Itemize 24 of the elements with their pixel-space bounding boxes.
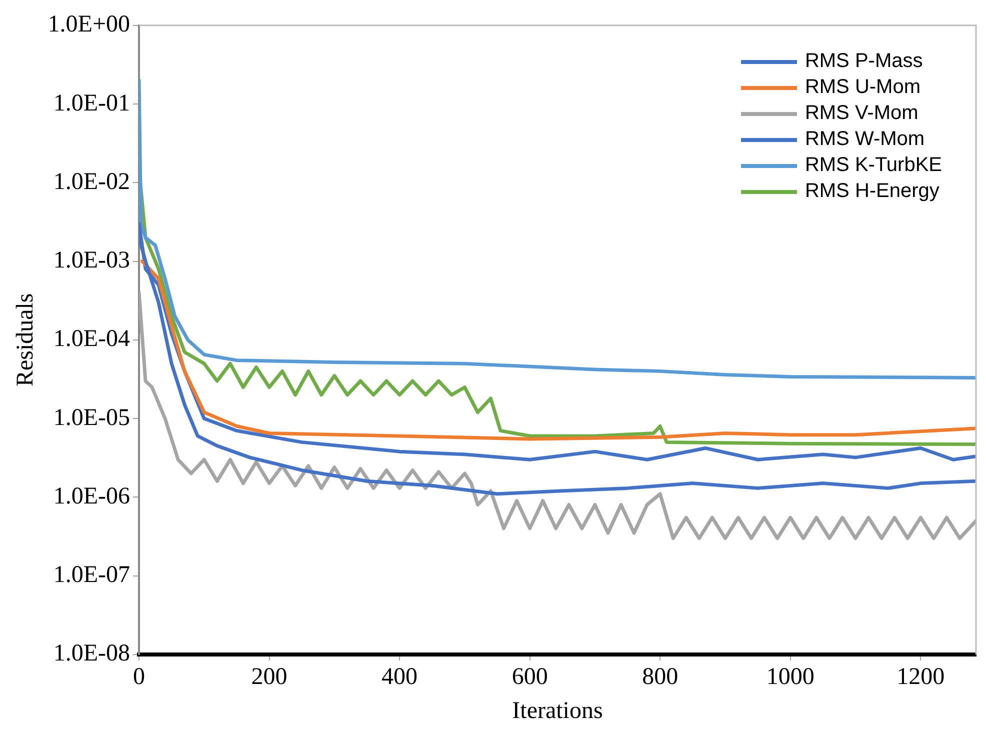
y-tick-label: 1.0E-08 <box>53 640 130 667</box>
x-tick-label: 400 <box>382 664 418 690</box>
y-tick-label: 1.0E-03 <box>53 248 130 274</box>
y-tick-label: 1.0E-04 <box>53 326 130 352</box>
x-axis-title: Iterations <box>512 698 603 724</box>
legend-label: RMS K-TurbKE <box>804 154 942 177</box>
x-tick-label: 0 <box>132 664 145 690</box>
legend-label: RMS P-Mass <box>804 50 923 73</box>
legend-label: RMS V-Mom <box>804 102 918 125</box>
y-tick-label: 1.0E+00 <box>48 12 130 38</box>
y-tick-label: 1.0E-01 <box>53 90 130 116</box>
legend-label: RMS U-Mom <box>804 76 920 99</box>
x-tick-label: 600 <box>512 664 548 690</box>
x-tick-label: 800 <box>642 664 678 690</box>
y-tick-label: 1.0E-05 <box>53 404 130 431</box>
legend-label: RMS W-Mom <box>804 128 925 151</box>
legend-label: RMS H-Energy <box>804 180 940 203</box>
y-tick-label: 1.0E-06 <box>53 483 130 510</box>
x-tick-label: 1000 <box>766 664 814 690</box>
x-tick-label: 200 <box>251 664 288 690</box>
x-tick-label: 1200 <box>896 664 945 690</box>
y-axis-title: Residuals <box>12 293 39 387</box>
y-tick-label: 1.0E-02 <box>53 168 130 195</box>
y-tick-label: 1.0E-07 <box>53 562 130 588</box>
